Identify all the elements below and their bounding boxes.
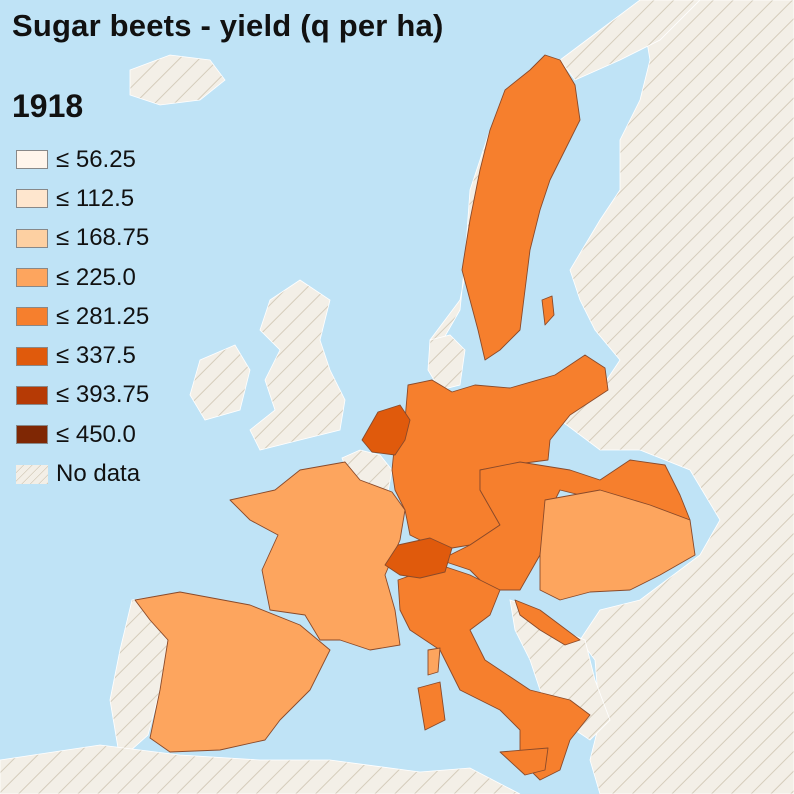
region-netherlands (361, 404, 411, 456)
denmark-no-data (427, 334, 466, 391)
legend-item: ≤ 393.75 (16, 376, 149, 415)
legend-label: ≤ 337.5 (56, 342, 136, 370)
legend-swatch (16, 385, 48, 405)
legend-label: No data (56, 460, 141, 488)
region-switzerland (384, 537, 453, 579)
legend-item: No data (16, 454, 149, 493)
legend-item: ≤ 337.5 (16, 336, 149, 375)
north-africa-no-data (0, 744, 521, 794)
ireland-no-data (189, 344, 251, 421)
legend-item: ≤ 225.0 (16, 258, 149, 297)
legend-label: ≤ 450.0 (56, 420, 136, 448)
legend-item: ≤ 168.75 (16, 219, 149, 258)
legend-swatch-no-data (16, 464, 48, 484)
region-sardinia (417, 681, 446, 731)
iceland-no-data (129, 54, 226, 106)
region-austria-hungary (439, 459, 691, 591)
legend-label: ≤ 225.0 (56, 263, 136, 291)
region-sicily (499, 747, 549, 776)
legend-swatch (16, 346, 48, 366)
region-sweden-gotland (541, 295, 555, 326)
region-corsica (427, 647, 441, 676)
legend-label: ≤ 168.75 (56, 224, 150, 252)
region-hungary (539, 489, 696, 601)
legend-item: ≤ 56.25 (16, 140, 149, 179)
legend-label: ≤ 281.25 (56, 302, 150, 330)
russia-no-data (559, 0, 794, 794)
legend-item: ≤ 450.0 (16, 415, 149, 454)
legend-swatch (16, 150, 48, 170)
legend-swatch (16, 425, 48, 445)
uk-no-data (249, 279, 346, 451)
legend-swatch (16, 268, 48, 288)
legend-item: ≤ 281.25 (16, 297, 149, 336)
legend-label: ≤ 393.75 (56, 381, 150, 409)
region-italy (397, 564, 591, 781)
legend-swatch (16, 189, 48, 209)
region-sweden (461, 54, 581, 361)
region-dalmatia (514, 599, 581, 646)
legend-label: ≤ 112.5 (56, 184, 135, 212)
legend-item: ≤ 112.5 (16, 179, 149, 218)
legend-swatch (16, 307, 48, 327)
region-spain (134, 591, 331, 753)
map-title: Sugar beets - yield (q per ha) (12, 8, 444, 43)
legend-swatch (16, 228, 48, 248)
legend: ≤ 56.25 ≤ 112.5 ≤ 168.75 ≤ 225.0 ≤ 281.2… (16, 140, 149, 494)
map-year: 1918 (12, 88, 84, 124)
legend-label: ≤ 56.25 (56, 145, 136, 173)
region-france (229, 461, 406, 651)
